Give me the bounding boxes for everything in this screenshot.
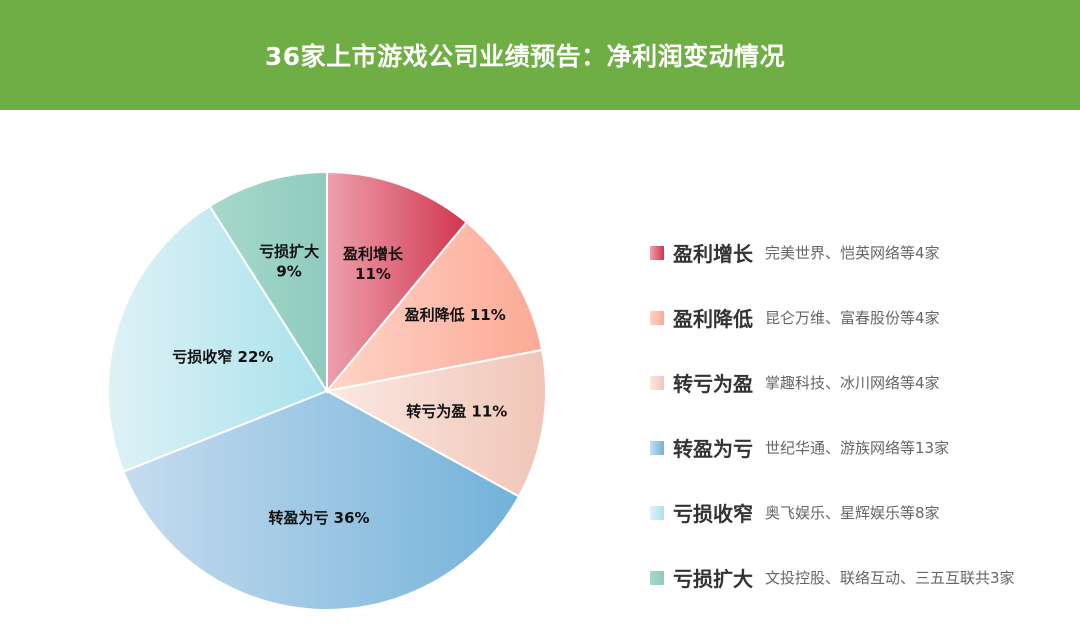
legend-desc: 奥飞娱乐、星辉娱乐等8家 (765, 504, 940, 522)
legend-name: 转盈为亏 (673, 437, 753, 461)
legend-desc: 昆仑万维、富春股份等4家 (765, 309, 940, 327)
slice-label-2: 盈利降低 11% (404, 306, 506, 324)
legend-name: 盈利增长 (673, 242, 753, 266)
slice-label-4: 转盈为亏 36% (268, 509, 369, 527)
slice-label-6: 亏损扩大 9% (259, 243, 319, 281)
legend-name: 盈利降低 (673, 307, 753, 331)
legend-item-5: 亏损收窄 奥飞娱乐、星辉娱乐等8家 (650, 480, 1075, 545)
pie-slice-5 (107, 204, 329, 473)
pie-slice-2 (324, 220, 544, 393)
legend-desc: 文投控股、联络互动、三五互联共3家 (765, 569, 1015, 587)
legend-desc: 掌趣科技、冰川网络等4家 (765, 374, 940, 392)
legend-item-2: 盈利降低 昆仑万维、富春股份等4家 (650, 285, 1075, 350)
pie-slice-6 (208, 170, 328, 395)
legend-item-4: 转盈为亏 世纪华通、游族网络等13家 (650, 415, 1075, 480)
legend-swatch (650, 310, 664, 325)
legend-swatch (650, 505, 664, 520)
slice-label-5: 亏损收窄 22% (172, 348, 273, 366)
legend-name: 亏损收窄 (673, 502, 753, 526)
legend-swatch (650, 375, 664, 390)
legend-swatch (650, 440, 664, 455)
legend-name: 亏损扩大 (673, 567, 753, 591)
legend-item-3: 转亏为盈 掌趣科技、冰川网络等4家 (650, 350, 1075, 415)
pie-labels: 盈利增长 11% 盈利降低 11% 转亏为盈 11% 转盈为亏 36% 亏损收窄 22% 亏… (172, 243, 507, 527)
slice-label-1: 盈利增长 11% (342, 245, 404, 283)
pie-slice-3 (324, 348, 547, 498)
legend-item-6: 亏损扩大 文投控股、联络互动、三五互联共3家 (650, 545, 1075, 610)
slice-label-3: 转亏为盈 11% (406, 403, 507, 421)
legend-swatch (650, 570, 664, 585)
legend-desc: 完美世界、恺英网络等4家 (765, 244, 940, 262)
pie-slices (107, 170, 547, 611)
pie-slice-4 (122, 389, 521, 611)
legend-swatch (650, 245, 664, 260)
legend-desc: 世纪华通、游族网络等13家 (765, 439, 950, 457)
legend: 盈利增长 完美世界、恺英网络等4家 盈利降低 昆仑万维、富春股份等4家 转亏为盈 掌趣科技… (650, 220, 1075, 610)
header-bar: 36家上市游戏公司业绩预告：净利润变动情况 (0, 0, 1080, 110)
pie-chart: 盈利增长 11% 盈利降低 11% 转亏为盈 11% 转盈为亏 36% 亏损收窄 22% 亏… (107, 170, 547, 611)
chart-title: 36家上市游戏公司业绩预告：净利润变动情况 (264, 42, 786, 71)
pie-slice-1 (326, 170, 469, 394)
legend-name: 转亏为盈 (673, 372, 753, 396)
legend-item-1: 盈利增长 完美世界、恺英网络等4家 (650, 220, 1075, 285)
